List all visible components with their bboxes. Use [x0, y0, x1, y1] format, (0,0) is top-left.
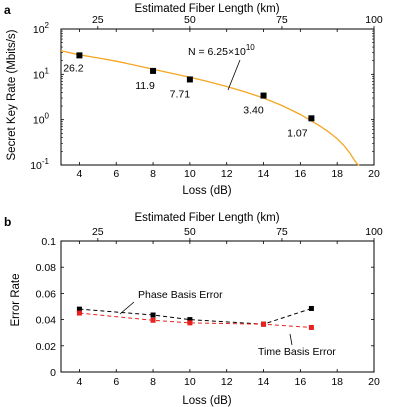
panel-a-x-tick-label: 10 [184, 168, 196, 180]
panel-a-y-tick-label: 10-1 [30, 157, 49, 172]
panel-a-data-label: 3.40 [243, 105, 264, 117]
panel-a-x-tick-label: 8 [150, 168, 156, 180]
panel-a-top-tick-label: 25 [92, 14, 104, 26]
panel-b-x-tick-label: 16 [295, 376, 307, 388]
panel-b-y-tick-label: 0.02 [36, 341, 57, 353]
panel-a-data-label: 1.07 [287, 127, 308, 139]
panel-b-x-tick-label: 8 [150, 376, 156, 388]
panel-a-top-tick-label: 50 [184, 14, 196, 26]
panel-a-y-axis-label: Secret Key Rate (Mbits/s) [6, 29, 18, 160]
panel-b-y-axis-label: Error Rate [10, 273, 22, 326]
panel-a-top-tick-label: 100 [365, 14, 383, 26]
panel-b-y-tick-label: 0.06 [36, 288, 57, 300]
panel-a-x-axis-label: Loss (dB) [182, 185, 231, 197]
panel-a-data-label: 7.71 [170, 88, 191, 100]
panel-b-x-tick-label: 4 [76, 376, 82, 388]
phase-basis-error-point [309, 306, 314, 311]
panel-a-y-tick-label: 101 [33, 66, 50, 81]
panel-a-y-tick-label: 100 [33, 112, 50, 127]
panel-a-x-tick-label: 20 [368, 168, 380, 180]
phase-basis-error-label: Phase Basis Error [138, 289, 223, 301]
panel-b-x-tick-label: 18 [331, 376, 343, 388]
panel-b-y-tick-label: 0.08 [36, 262, 57, 274]
panel-b-y-tick-label: 0 [50, 367, 56, 379]
time-basis-error-point [261, 322, 266, 327]
panel-a-data-point [261, 93, 267, 99]
panel-a-data-point [150, 68, 156, 74]
panel-a-data-point [187, 76, 193, 82]
phase-basis-error-arrow [120, 302, 134, 314]
time-basis-error-point [309, 325, 314, 330]
panel-a-data-label: 11.9 [135, 80, 155, 92]
panel-a-annotation: N = 6.25×1010 [188, 43, 255, 58]
time-basis-error-point [151, 318, 156, 323]
panel-b-top-tick-label: 50 [184, 226, 196, 238]
panel-a-x-tick-label: 6 [113, 168, 119, 180]
panel-a-data-label: 26.2 [63, 62, 84, 74]
time-basis-error-arrow [290, 334, 292, 345]
phase-basis-error-line [79, 309, 311, 325]
panel-a-label: a [4, 3, 11, 17]
panel-a-fit-curve [61, 51, 359, 165]
panel-b-x-tick-label: 12 [221, 376, 233, 388]
panel-a-annotation-arrow [228, 60, 240, 90]
panel-b-top-tick-label: 25 [92, 226, 104, 238]
panel-b-x-tick-label: 10 [184, 376, 196, 388]
panel-a-x-tick-label: 4 [76, 168, 82, 180]
panel-a-x-tick-label: 18 [331, 168, 343, 180]
panel-b-y-tick-label: 0.04 [36, 315, 57, 327]
panel-a: a Estimated Fiber Length (km) Loss (dB) … [4, 3, 383, 197]
panel-a-y-tick-label: 102 [33, 21, 50, 36]
panel-a-top-axis-label: Estimated Fiber Length (km) [134, 3, 279, 15]
panel-a-x-tick-label: 12 [221, 168, 233, 180]
time-basis-error-label: Time Basis Error [258, 346, 336, 358]
panel-a-data-point [76, 52, 82, 58]
panel-b-top-tick-label: 75 [276, 226, 288, 238]
time-basis-error-point [187, 320, 192, 325]
panel-a-data-point [308, 115, 314, 121]
panel-b-x-axis-label: Loss (dB) [182, 395, 231, 407]
panel-b-x-tick-label: 6 [113, 376, 119, 388]
time-basis-error-point [77, 311, 82, 316]
panel-a-x-tick-label: 14 [258, 168, 270, 180]
phase-basis-error-point [151, 313, 156, 318]
panel-b-label: b [4, 215, 11, 229]
panel-a-top-tick-label: 75 [276, 14, 288, 26]
panel-b-x-tick-label: 20 [368, 376, 380, 388]
panel-b-y-tick-label: 0.1 [41, 236, 56, 248]
panel-a-x-tick-label: 16 [295, 168, 307, 180]
panel-b-x-tick-label: 14 [258, 376, 270, 388]
panel-b: b Estimated Fiber Length (km) Loss (dB) … [4, 212, 383, 407]
panel-b-top-axis-label: Estimated Fiber Length (km) [134, 212, 279, 224]
panel-b-top-tick-label: 100 [365, 226, 383, 238]
